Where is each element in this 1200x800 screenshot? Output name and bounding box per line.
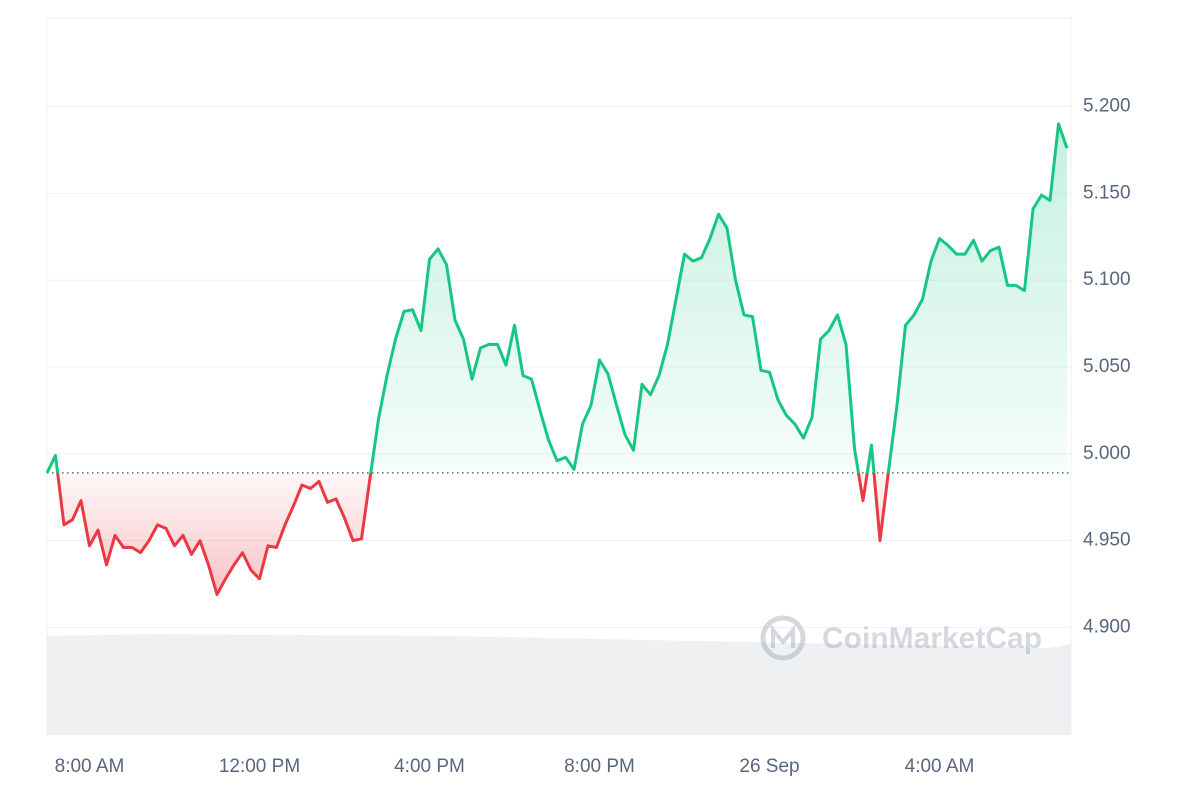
watermark-text: CoinMarketCap (822, 622, 1042, 655)
x-tick-label: 4:00 PM (394, 756, 465, 777)
x-tick-label: 8:00 PM (564, 756, 635, 777)
y-tick-label: 5.200 (1083, 96, 1131, 117)
price-area (47, 123, 1067, 595)
y-tick-label: 4.900 (1083, 616, 1131, 637)
y-tick-label: 5.150 (1083, 182, 1131, 203)
price-line (45, 122, 1069, 596)
axes: 4.900 4.950 5.000 5.050 5.100 5.150 5.200 8:00 … (55, 96, 1131, 777)
x-tick-label: 8:00 AM (55, 756, 125, 777)
y-tick-label: 5.050 (1083, 356, 1131, 377)
x-tick-label: 26 Sep (739, 756, 799, 777)
y-tick-label: 5.000 (1083, 443, 1131, 464)
watermark-logo (771, 624, 795, 648)
x-tick-label: 4:00 AM (905, 756, 975, 777)
watermark-logo (760, 615, 806, 661)
volume-area (47, 634, 1071, 735)
y-tick-label: 5.100 (1083, 269, 1131, 290)
series (45, 122, 1071, 596)
x-tick-label: 12:00 PM (219, 756, 300, 777)
watermark: CoinMarketCap (760, 615, 1042, 661)
y-tick-label: 4.950 (1083, 530, 1131, 551)
